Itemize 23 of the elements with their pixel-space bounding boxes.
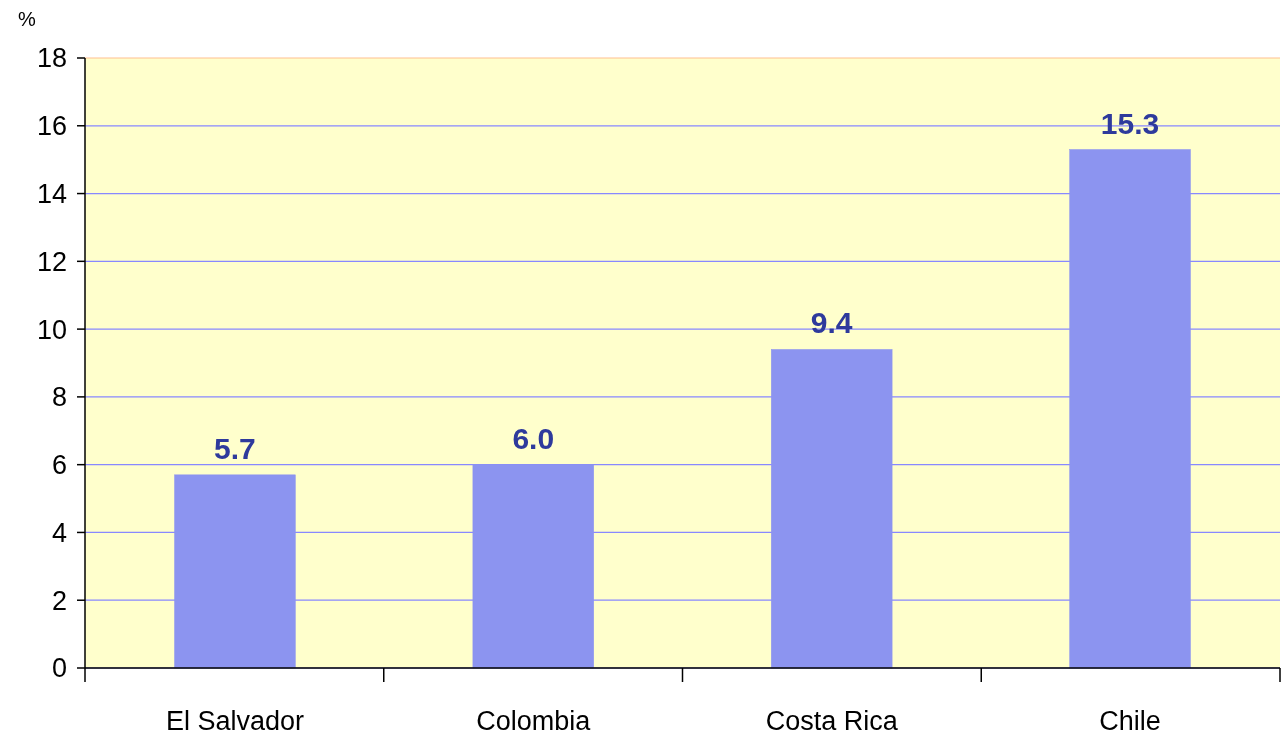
y-tick-label: 2 (51, 585, 67, 616)
bar (472, 464, 594, 669)
bar (174, 474, 296, 669)
y-tick-label: 18 (36, 43, 67, 74)
y-axis-title: % (18, 8, 36, 30)
y-tick-label: 8 (51, 382, 67, 413)
y-tick-label: 10 (36, 314, 67, 345)
data-label: 6.0 (512, 421, 555, 455)
x-tick-label: Chile (1099, 706, 1161, 736)
y-tick-label: 14 (36, 179, 67, 210)
y-tick-label: 16 (36, 111, 67, 142)
bar (771, 349, 893, 669)
y-tick-label: 6 (51, 450, 67, 481)
y-tick-label: 12 (36, 246, 67, 277)
x-tick-label: Colombia (476, 706, 592, 736)
data-label: 5.7 (214, 431, 256, 465)
bar (1069, 149, 1191, 669)
x-tick-label: El Salvador (165, 706, 304, 736)
data-label: 9.4 (810, 306, 853, 340)
y-tick-label: 0 (51, 653, 67, 684)
y-tick-label: 4 (51, 517, 67, 548)
data-label: 15.3 (1100, 106, 1160, 140)
x-tick-label: Costa Rica (765, 706, 899, 736)
